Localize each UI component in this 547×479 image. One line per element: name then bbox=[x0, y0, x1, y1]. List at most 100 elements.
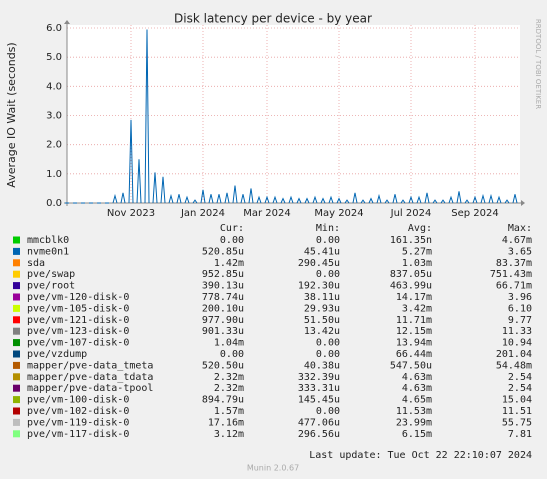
spike bbox=[360, 199, 366, 204]
legend-value: 200.10u bbox=[202, 303, 244, 314]
spike bbox=[216, 194, 222, 204]
legend-header: Min: bbox=[316, 223, 340, 234]
y-tick-label: 0.0 bbox=[46, 198, 62, 209]
spike bbox=[304, 197, 310, 204]
spike bbox=[504, 199, 510, 204]
legend-value: 11.33 bbox=[502, 326, 532, 337]
legend-value: 894.79u bbox=[202, 395, 244, 406]
spike bbox=[312, 195, 318, 204]
legend-value: 332.39u bbox=[298, 372, 340, 383]
x-tick-label: Jan 2024 bbox=[180, 208, 225, 219]
legend-value: 952.85u bbox=[202, 269, 244, 280]
y-tick-label: 4.0 bbox=[46, 81, 62, 92]
legend-value: 40.38u bbox=[304, 360, 340, 371]
legend-swatch bbox=[13, 361, 20, 369]
legend-label: pve/vm-102-disk-0 bbox=[27, 406, 129, 417]
legend-value: 977.90u bbox=[202, 315, 244, 326]
legend-value: 145.45u bbox=[298, 395, 340, 406]
legend-value: 17.16m bbox=[208, 417, 244, 428]
legend-value: 1.04m bbox=[214, 338, 244, 349]
legend-swatch bbox=[13, 247, 20, 255]
legend-value: 3.96 bbox=[508, 292, 532, 303]
spike bbox=[176, 194, 182, 204]
y-tick-label: 3.0 bbox=[46, 111, 62, 122]
legend-swatch bbox=[13, 270, 20, 278]
legend-value: 0.00 bbox=[220, 235, 244, 246]
spike bbox=[400, 199, 406, 204]
spike bbox=[352, 192, 358, 204]
spike bbox=[248, 188, 254, 204]
legend-value: 751.43m bbox=[490, 269, 532, 280]
spike bbox=[392, 194, 398, 204]
legend-value: 290.45u bbox=[298, 258, 340, 269]
legend-label: pve/vm-120-disk-0 bbox=[27, 292, 129, 303]
legend-value: 4.63m bbox=[402, 383, 432, 394]
chart-title: Disk latency per device - by year bbox=[174, 12, 372, 26]
legend-value: 3.42m bbox=[402, 303, 432, 314]
legend-value: 6.15m bbox=[402, 429, 432, 440]
legend-value: 901.33u bbox=[202, 326, 244, 337]
x-tick-label: Jul 2024 bbox=[390, 208, 432, 219]
spike bbox=[272, 195, 278, 204]
legend-value: 547.50u bbox=[390, 360, 432, 371]
legend-value: 837.05u bbox=[390, 269, 432, 280]
legend-label: pve/vm-117-disk-0 bbox=[27, 429, 129, 440]
spike bbox=[408, 195, 414, 204]
spike bbox=[232, 185, 238, 204]
legend-value: 161.35n bbox=[390, 235, 432, 246]
legend-swatch bbox=[13, 350, 20, 358]
legend-value: 54.48m bbox=[496, 360, 532, 371]
legend-value: 1.42m bbox=[214, 258, 244, 269]
side-label: RRDTOOL / TOBI OETIKER bbox=[534, 19, 542, 109]
spike bbox=[296, 197, 302, 204]
legend-header: Avg: bbox=[408, 223, 432, 234]
legend-value: 0.00 bbox=[316, 349, 340, 360]
spike bbox=[136, 159, 142, 204]
legend-swatch bbox=[13, 396, 20, 404]
legend-swatch bbox=[13, 373, 20, 381]
legend-value: 296.56u bbox=[298, 429, 340, 440]
plot-area bbox=[67, 25, 520, 203]
spike bbox=[144, 29, 150, 204]
legend-label: nvme0n1 bbox=[27, 246, 69, 257]
spike bbox=[512, 194, 518, 204]
legend-label: pve/vm-100-disk-0 bbox=[27, 395, 129, 406]
legend-value: 520.50u bbox=[202, 360, 244, 371]
spike bbox=[112, 193, 118, 204]
legend-value: 15.04 bbox=[502, 395, 532, 406]
legend-value: 3.12m bbox=[214, 429, 244, 440]
legend-value: 463.99u bbox=[390, 281, 432, 292]
legend-value: 4.63m bbox=[402, 372, 432, 383]
legend-swatch bbox=[13, 384, 20, 392]
spike bbox=[440, 199, 446, 204]
spike bbox=[464, 199, 470, 204]
legend-value: 778.74u bbox=[202, 292, 244, 303]
legend-value: 520.85u bbox=[202, 246, 244, 257]
legend-swatch bbox=[13, 430, 20, 438]
footer: Munin 2.0.67 bbox=[247, 464, 299, 473]
legend-label: pve/vm-105-disk-0 bbox=[27, 303, 129, 314]
legend-label: pve/vzdump bbox=[27, 349, 87, 360]
legend-value: 12.15m bbox=[396, 326, 432, 337]
spike bbox=[192, 199, 198, 204]
spike bbox=[416, 195, 422, 204]
legend-value: 11.53m bbox=[396, 406, 432, 417]
legend-value: 11.71m bbox=[396, 315, 432, 326]
legend-label: mapper/pve-data_tmeta bbox=[27, 360, 153, 371]
legend-value: 4.65m bbox=[402, 395, 432, 406]
spike bbox=[344, 199, 350, 204]
legend-value: 6.10 bbox=[508, 303, 532, 314]
spike bbox=[320, 197, 326, 204]
y-tick-label: 2.0 bbox=[46, 140, 62, 151]
legend-swatch bbox=[13, 327, 20, 335]
x-tick-label: Mar 2024 bbox=[243, 208, 291, 219]
spike bbox=[224, 192, 230, 204]
spike bbox=[208, 194, 214, 204]
legend-header: Max: bbox=[508, 223, 532, 234]
spike bbox=[168, 193, 174, 204]
legend-swatch bbox=[13, 304, 20, 312]
legend-value: 2.54 bbox=[508, 383, 532, 394]
legend-value: 29.93u bbox=[304, 303, 340, 314]
legend-value: 13.94m bbox=[396, 338, 432, 349]
legend-label: pve/root bbox=[27, 281, 75, 292]
